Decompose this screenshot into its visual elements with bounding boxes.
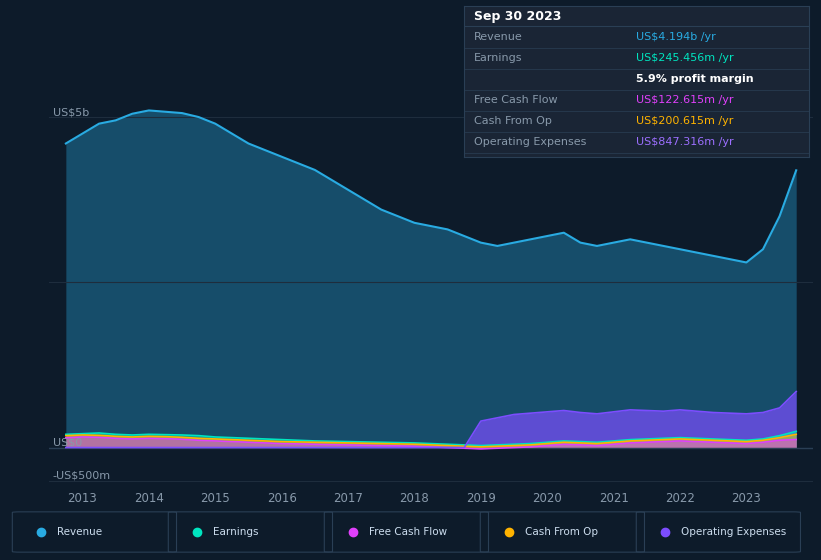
Text: Revenue: Revenue: [57, 527, 103, 537]
Text: Revenue: Revenue: [475, 32, 523, 42]
Text: US$847.316m /yr: US$847.316m /yr: [636, 137, 734, 147]
Text: -US$500m: -US$500m: [53, 470, 111, 480]
Text: US$122.615m /yr: US$122.615m /yr: [636, 95, 734, 105]
Text: Free Cash Flow: Free Cash Flow: [369, 527, 447, 537]
Text: Operating Expenses: Operating Expenses: [681, 527, 787, 537]
Text: Free Cash Flow: Free Cash Flow: [475, 95, 557, 105]
Text: Operating Expenses: Operating Expenses: [475, 137, 586, 147]
Text: US$5b: US$5b: [53, 107, 89, 117]
Text: Sep 30 2023: Sep 30 2023: [475, 10, 562, 22]
Text: 5.9% profit margin: 5.9% profit margin: [636, 74, 754, 84]
Text: Cash From Op: Cash From Op: [525, 527, 599, 537]
Text: US$4.194b /yr: US$4.194b /yr: [636, 32, 716, 42]
Text: Earnings: Earnings: [213, 527, 259, 537]
Text: US$200.615m /yr: US$200.615m /yr: [636, 116, 734, 126]
Text: Cash From Op: Cash From Op: [475, 116, 552, 126]
Text: Earnings: Earnings: [475, 53, 523, 63]
Text: US$0: US$0: [53, 437, 82, 447]
Text: US$245.456m /yr: US$245.456m /yr: [636, 53, 734, 63]
